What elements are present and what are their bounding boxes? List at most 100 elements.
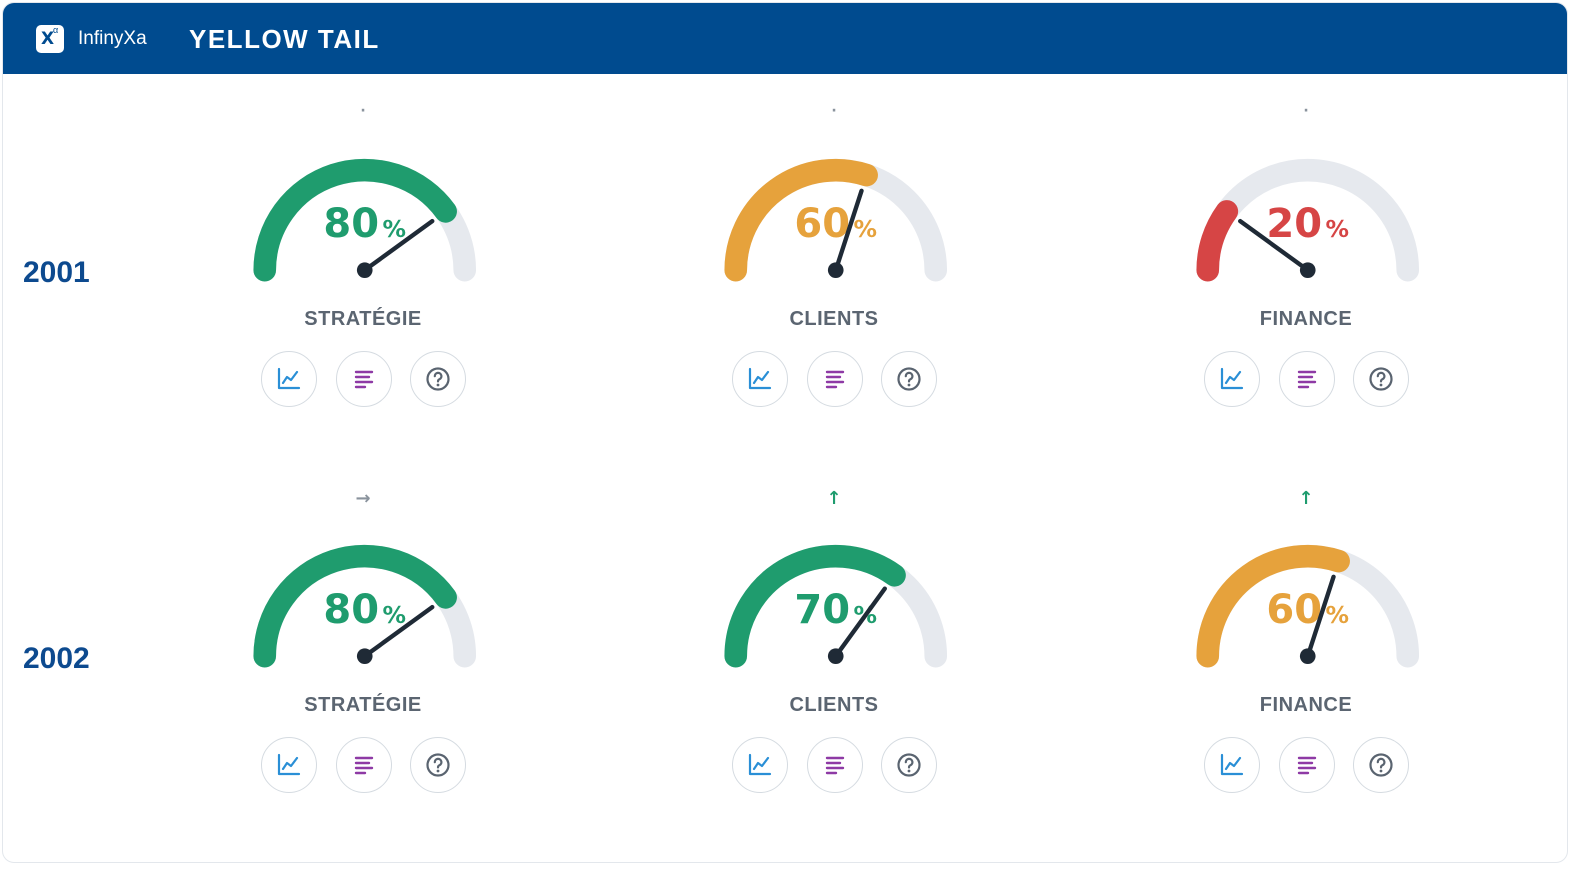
report-lines-icon <box>825 756 845 775</box>
kpi-label: CLIENTS <box>789 694 879 716</box>
app-header: X α InfinyXa YELLOW TAIL <box>3 3 1567 74</box>
help-button[interactable] <box>1353 351 1409 407</box>
chart-button[interactable] <box>261 351 317 407</box>
gauge-needle <box>362 218 435 273</box>
logo-superscript: α <box>53 25 59 35</box>
help-circle-icon <box>426 753 450 777</box>
help-button[interactable] <box>410 737 466 793</box>
line-chart-icon <box>748 753 772 776</box>
gauge-value: 20 <box>1266 201 1322 247</box>
kpi-label: STRATÉGIE <box>304 694 422 716</box>
logo-letter: X <box>41 29 55 49</box>
gauge-fill <box>724 158 878 282</box>
gauge-needle-hub <box>1299 262 1316 278</box>
kpi-card-finance-2002: ↑ 60% FINANCE <box>1156 484 1456 844</box>
gauge-fill <box>253 544 457 668</box>
report-button[interactable] <box>336 351 392 407</box>
svg-text:20%: 20% <box>1266 201 1349 247</box>
gauge-unit: % <box>1326 601 1350 629</box>
year-label-2001: 2001 <box>23 256 90 289</box>
help-circle-icon <box>426 367 450 391</box>
gauge-fill <box>1196 200 1239 282</box>
report-button[interactable] <box>1279 737 1335 793</box>
trend-dot-icon: · <box>1303 103 1309 119</box>
page-title: YELLOW TAIL <box>189 24 380 54</box>
gauge-needle-hub <box>1299 648 1316 664</box>
gauge-value: 70 <box>794 587 850 633</box>
report-lines-icon <box>354 756 374 775</box>
gauge-value: 80 <box>323 201 379 247</box>
help-circle-icon <box>897 753 921 777</box>
trend-up-arrow-icon: ↑ <box>826 488 842 509</box>
help-circle-icon <box>1369 367 1393 391</box>
kpi-card-finance-2001: · 20% FINANCE <box>1156 98 1456 458</box>
gauge-value: 60 <box>1266 587 1322 633</box>
chart-button[interactable] <box>732 737 788 793</box>
report-lines-icon <box>1297 756 1317 775</box>
chart-button[interactable] <box>1204 351 1260 407</box>
gauge-unit: % <box>854 215 878 243</box>
chart-button[interactable] <box>732 351 788 407</box>
report-button[interactable] <box>807 351 863 407</box>
help-button[interactable] <box>881 737 937 793</box>
line-chart-icon <box>748 367 772 390</box>
report-lines-icon <box>1297 370 1317 389</box>
help-circle-icon <box>1369 753 1393 777</box>
gauge-unit: % <box>383 215 407 243</box>
gauge-fill <box>253 158 457 282</box>
gauge-needle <box>1238 218 1310 273</box>
trend-dot-icon: · <box>360 103 366 119</box>
svg-text:60%: 60% <box>794 201 877 247</box>
help-circle-icon <box>897 367 921 391</box>
gauge-clients: 60% <box>724 158 948 282</box>
report-lines-icon <box>354 370 374 389</box>
kpi-label: FINANCE <box>1259 308 1353 330</box>
gauge-needle <box>833 586 887 659</box>
chart-button[interactable] <box>261 737 317 793</box>
gauge-finance: 20% <box>1196 158 1420 282</box>
svg-text:60%: 60% <box>1266 587 1349 633</box>
gauge-strategie: 80% <box>253 544 477 668</box>
line-chart-icon <box>1220 753 1244 776</box>
gauge-needle-hub <box>356 262 373 278</box>
gauge-fill <box>724 544 906 668</box>
report-lines-icon <box>825 370 845 389</box>
gauge-fill <box>1196 544 1350 668</box>
gauge-value: 60 <box>794 201 850 247</box>
trend-up-arrow-icon: ↑ <box>1298 488 1314 509</box>
gauge-unit: % <box>383 601 407 629</box>
kpi-card-clients-2002: ↑ 70% CLIENTS <box>684 484 984 844</box>
kpi-label: STRATÉGIE <box>304 308 422 330</box>
gauge-clients: 70% <box>724 544 948 668</box>
kpi-label: CLIENTS <box>789 308 879 330</box>
trend-dot-icon: · <box>831 103 837 119</box>
kpi-label: FINANCE <box>1259 694 1353 716</box>
year-label-2002: 2002 <box>23 642 90 675</box>
chart-button[interactable] <box>1204 737 1260 793</box>
gauge-needle <box>362 604 435 659</box>
help-button[interactable] <box>881 351 937 407</box>
gauge-finance: 60% <box>1196 544 1420 668</box>
gauge-strategie: 80% <box>253 158 477 282</box>
gauge-needle-hub <box>827 648 844 664</box>
gauge-needle <box>1305 574 1336 659</box>
dashboard-frame: X α InfinyXa YELLOW TAIL 2001 2002 · 80% S… <box>2 2 1568 863</box>
report-button[interactable] <box>336 737 392 793</box>
report-button[interactable] <box>807 737 863 793</box>
trend-right-arrow-icon: → <box>355 488 371 509</box>
help-button[interactable] <box>1353 737 1409 793</box>
line-chart-icon <box>277 753 301 776</box>
gauge-needle-hub <box>356 648 373 664</box>
help-button[interactable] <box>410 351 466 407</box>
kpi-card-clients-2001: · 60% CLIENTS <box>684 98 984 458</box>
svg-text:80%: 80% <box>323 201 406 247</box>
gauge-needle <box>833 188 864 273</box>
brand-name: InfinyXa <box>78 28 147 49</box>
report-button[interactable] <box>1279 351 1335 407</box>
svg-text:70%: 70% <box>794 587 877 633</box>
kpi-card-strategie-2002: → 80% STRATÉGIE <box>213 484 513 844</box>
line-chart-icon <box>1220 367 1244 390</box>
svg-text:80%: 80% <box>323 587 406 633</box>
kpi-card-strategie-2001: · 80% STRATÉGIE <box>213 98 513 458</box>
gauge-unit: % <box>1326 215 1350 243</box>
